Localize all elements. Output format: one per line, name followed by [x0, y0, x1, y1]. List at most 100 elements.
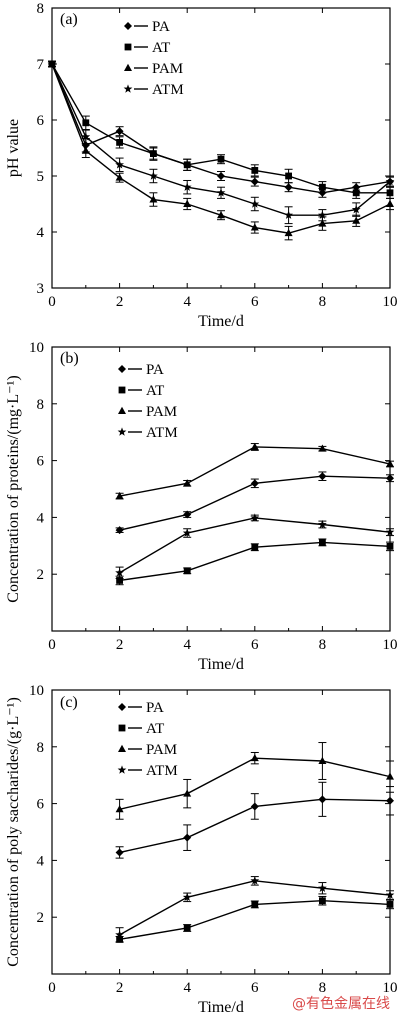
panel-label: (a) — [60, 11, 78, 28]
plot-frame — [51, 346, 391, 632]
data-point-atm — [385, 890, 395, 899]
data-point-pa — [115, 848, 124, 857]
y-tick-label: 6 — [37, 797, 45, 813]
legend-entry-pam: PAM — [118, 742, 177, 758]
data-point-atm — [284, 210, 293, 219]
x-tick-label: 6 — [251, 294, 259, 310]
data-point-at — [319, 538, 326, 546]
series-line-pam — [119, 446, 391, 497]
y-axis-label: pH value — [5, 119, 22, 177]
series-pa — [48, 60, 394, 198]
y-tick-label: 8 — [37, 1, 45, 17]
data-point-atm — [216, 188, 226, 197]
data-point-at — [150, 150, 157, 157]
series-line-pam — [51, 63, 391, 234]
legend-marker-pa — [124, 22, 132, 30]
data-point-pam — [386, 459, 394, 468]
legend-marker-at — [118, 724, 126, 732]
data-point-atm — [385, 177, 395, 186]
y-tick-label: 10 — [29, 340, 44, 356]
legend-marker-atm — [117, 765, 127, 774]
data-point-atm — [318, 519, 327, 529]
data-point-at — [352, 189, 360, 197]
data-point-pa — [318, 472, 327, 481]
data-point-atm — [318, 883, 327, 892]
legend-marker-atm — [123, 84, 133, 93]
data-point-pam — [115, 173, 124, 181]
y-tick-label: 7 — [37, 57, 45, 73]
legend-entry-at: AT — [118, 721, 164, 737]
data-point-pa — [318, 795, 327, 804]
legend-label: AT — [152, 40, 170, 56]
chart-panel-1: 0 2 4 6 8 10 3 4 5 6 7 8 Time/d pH value (a) PA AT PAM ATM — [5, 1, 398, 330]
data-point-at — [251, 901, 259, 908]
data-point-pam — [115, 491, 124, 500]
y-tick-label: 10 — [29, 683, 44, 699]
series-atm — [115, 513, 395, 579]
data-point-pam — [284, 228, 293, 237]
x-tick-label: 2 — [116, 294, 124, 310]
data-point-at — [285, 172, 292, 180]
data-point-at — [251, 167, 259, 174]
x-tick-label: 0 — [48, 637, 56, 653]
y-tick-label: 6 — [37, 454, 45, 470]
data-point-pa — [250, 802, 259, 811]
legend-marker-pa — [118, 703, 126, 711]
data-point-pam — [81, 146, 90, 154]
x-tick-label: 10 — [383, 637, 398, 653]
y-tick-label: 8 — [37, 740, 45, 756]
data-point-at — [183, 924, 191, 932]
data-point-pa — [217, 172, 225, 180]
data-point-pa — [115, 127, 124, 136]
data-point-atm — [182, 892, 192, 902]
data-point-atm — [115, 930, 124, 939]
x-tick-label: 6 — [251, 980, 259, 996]
data-point-pa — [386, 474, 394, 483]
data-point-atm — [318, 210, 327, 219]
plot-frame — [51, 689, 391, 975]
legend-marker-at — [124, 43, 132, 51]
legend-entry-atm: ATM — [123, 82, 184, 98]
data-point-pam — [217, 211, 225, 219]
data-point-at — [116, 139, 123, 146]
data-point-at — [319, 183, 326, 191]
series-pa — [115, 781, 394, 859]
series-at — [115, 538, 394, 586]
data-point-pa — [386, 796, 394, 805]
series-pam — [48, 59, 394, 241]
data-point-pam — [250, 223, 259, 231]
x-tick-label: 4 — [183, 637, 191, 653]
x-axis-label: Time/d — [198, 313, 244, 330]
legend-label: ATM — [146, 425, 178, 441]
data-point-pa — [183, 833, 192, 842]
data-point-pa — [183, 510, 192, 519]
legend-label: PA — [146, 362, 164, 378]
legend-marker-pam — [124, 63, 132, 71]
chart-panel-2: 0 2 4 6 8 10 2 4 6 8 10 Time/d Concentration of prot… — [5, 340, 398, 673]
data-point-pam — [318, 444, 327, 452]
x-axis-label: Time/d — [198, 999, 244, 1013]
panel-label: (b) — [60, 350, 79, 367]
chart-panel-3: 0 2 4 6 8 10 2 4 6 8 10 Time/d Concentration of poly… — [5, 683, 398, 1013]
watermark-text: @有色金属在线 — [292, 996, 390, 1012]
y-tick-label: 2 — [37, 567, 45, 583]
data-point-pa — [284, 183, 293, 192]
y-tick-label: 4 — [37, 225, 45, 241]
y-tick-label: 4 — [37, 510, 45, 526]
x-tick-label: 8 — [319, 294, 327, 310]
legend-label: ATM — [152, 82, 184, 98]
x-tick-label: 10 — [383, 294, 398, 310]
legend-entry-pam: PAM — [124, 61, 183, 77]
legend-entry-atm: ATM — [117, 763, 178, 779]
data-point-at — [386, 542, 394, 550]
data-point-atm — [115, 160, 124, 169]
y-tick-label: 4 — [37, 853, 45, 869]
legend-entry-atm: ATM — [117, 425, 178, 441]
data-point-atm — [385, 527, 395, 536]
legend-marker-pam — [118, 406, 126, 414]
x-tick-label: 2 — [116, 980, 124, 996]
data-point-pam — [318, 219, 327, 227]
legend-label: PA — [152, 19, 170, 35]
legend-label: PAM — [152, 61, 183, 77]
